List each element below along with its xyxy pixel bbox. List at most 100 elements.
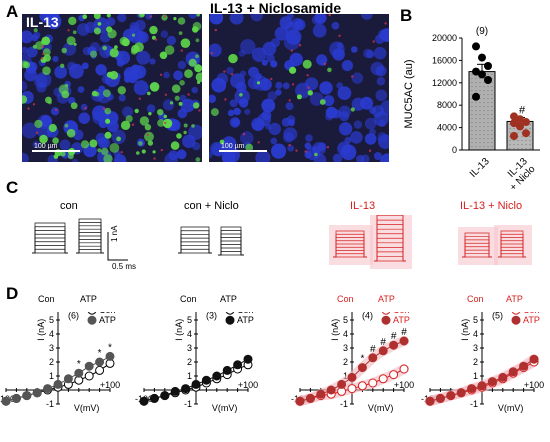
current-trace [76, 249, 104, 254]
bar-texture [509, 127, 511, 129]
muc5ac-stain [319, 99, 326, 105]
bar-texture [483, 82, 485, 84]
bar-texture [479, 82, 481, 84]
bar-texture [491, 138, 493, 140]
nucleus [261, 98, 276, 113]
legend-label-atp: ATP [393, 315, 410, 325]
nucleus [370, 61, 385, 76]
bar-texture [529, 147, 531, 149]
red-stain [27, 107, 30, 110]
bar-texture [479, 98, 481, 100]
bar-texture [487, 110, 489, 112]
micrograph-niclo-caption: IL-13 + Niclosamide [210, 0, 342, 16]
legend-marker-atp [225, 315, 235, 325]
muc5ac-stain [109, 143, 120, 153]
nucleus [188, 14, 198, 19]
bar-texture [475, 142, 477, 144]
red-stain [32, 103, 36, 106]
header-atp-1: ATP [80, 294, 97, 304]
muc5ac-stain [66, 128, 76, 138]
red-stain [306, 74, 309, 77]
nucleus [275, 81, 283, 89]
muc5ac-stain [121, 38, 130, 47]
legend-label-atp: ATP [237, 315, 254, 325]
bar-texture [483, 130, 485, 132]
bar-texture [491, 134, 493, 136]
red-stain [164, 121, 167, 125]
nucleus [128, 28, 144, 44]
bar-texture [475, 110, 477, 112]
bar-texture [471, 94, 473, 96]
nucleus [80, 103, 88, 111]
bar-texture [483, 98, 485, 100]
y-tick-label: 16000 [432, 55, 457, 65]
muc5ac-stain [114, 45, 118, 49]
panel-label-b: B [400, 6, 413, 25]
data-point-atp [43, 384, 53, 394]
red-stain [291, 83, 295, 86]
red-stain [257, 141, 260, 144]
red-stain [323, 62, 326, 66]
y-tick-label: 2 [49, 357, 54, 367]
current-trace [32, 241, 68, 254]
bar-texture [471, 74, 473, 76]
muc5ac-stain [139, 116, 150, 126]
muc5ac-stain [151, 35, 156, 40]
current-trace [462, 232, 492, 258]
data-point-atp [467, 384, 477, 394]
data-point-atp [1, 396, 11, 406]
red-stain [338, 34, 341, 37]
data-point-atp [243, 354, 253, 364]
y-axis-title: I (nA) [174, 319, 184, 341]
header-con-3: Con [337, 294, 354, 304]
nucleus [265, 123, 272, 130]
n-annotation: (6) [68, 312, 79, 321]
nucleus [283, 34, 300, 51]
red-stain [42, 52, 45, 56]
nucleus [351, 46, 358, 53]
x-axis-title: V(mV) [74, 403, 100, 413]
legend-label-atp: ATP [523, 315, 540, 325]
nucleus [77, 86, 85, 93]
current-traces [32, 215, 532, 269]
bar-texture [491, 118, 493, 120]
muc5ac-stain [70, 102, 78, 110]
bar-texture [483, 146, 485, 148]
current-trace [32, 222, 68, 254]
muc5ac-stain [33, 28, 38, 33]
nucleus [81, 62, 89, 70]
scale-time-label: 0.5 ms [112, 262, 137, 271]
muc5ac-stain [195, 54, 199, 59]
significance-mark: * [108, 342, 112, 353]
muc5ac-stain [196, 14, 200, 17]
red-stain [270, 77, 273, 81]
nucleus [168, 150, 179, 161]
data-point [484, 76, 492, 84]
data-point-atp [74, 368, 84, 378]
bar-texture [517, 131, 519, 133]
bar-texture [513, 127, 515, 129]
nucleus [95, 64, 107, 76]
nucleus [329, 41, 345, 58]
nucleus [117, 14, 127, 23]
bar-texture [475, 130, 477, 132]
data-point-atp [508, 367, 518, 377]
current-trace [178, 234, 212, 254]
y-tick-label: 1 [473, 371, 478, 381]
muc5ac-stain [138, 141, 143, 146]
red-stain [295, 149, 298, 152]
bar-texture [483, 118, 485, 120]
y-tick-label: 5 [343, 315, 348, 325]
scale-bar [107, 232, 128, 261]
legend-label-con: Con [99, 312, 116, 315]
bar-texture [487, 122, 489, 124]
legend-label-con: Con [237, 312, 254, 315]
data-point [478, 53, 486, 62]
data-point-con [347, 384, 357, 394]
muc5ac-stain [104, 107, 112, 115]
nucleus [136, 50, 151, 65]
nucleus [71, 158, 79, 162]
nucleus [268, 122, 281, 136]
data-point-atp [63, 374, 73, 384]
data-point [472, 67, 480, 76]
